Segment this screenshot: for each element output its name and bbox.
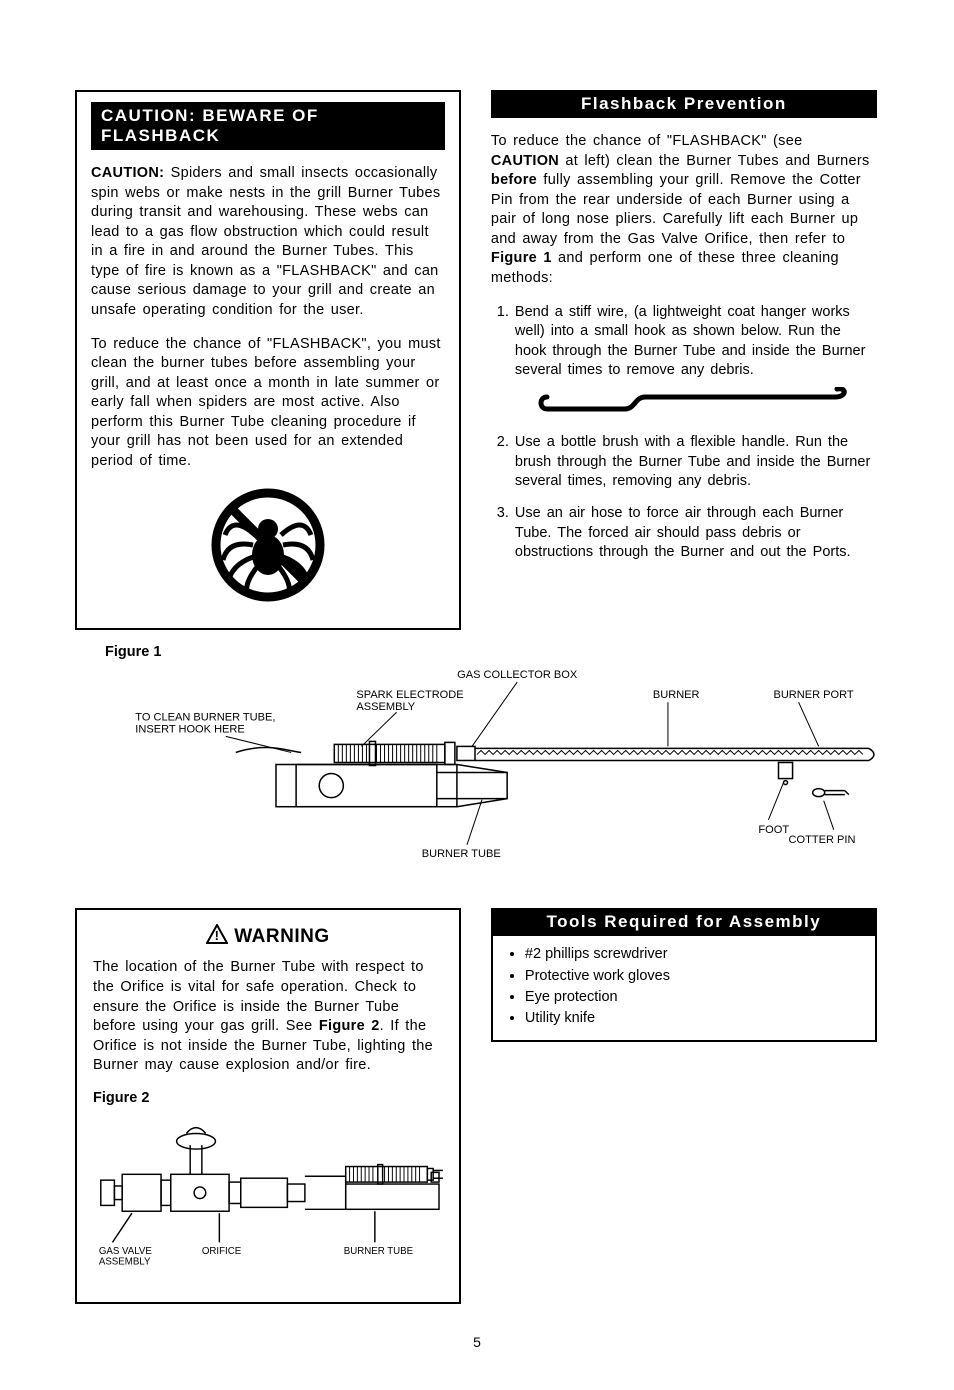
label-burner-tube-2: BURNER TUBE (344, 1246, 414, 1257)
label-spark-electrode-1: SPARK ELECTRODE (356, 690, 463, 702)
label-to-clean-2: INSERT HOOK HERE (135, 724, 244, 736)
figure-2-label: Figure 2 (93, 1090, 443, 1106)
warning-triangle-icon: ! (206, 924, 228, 950)
caution-p1-rest: Spiders and small insects occasionally s… (91, 165, 440, 318)
prevention-header: Flashback Prevention (491, 90, 877, 118)
label-cotter-pin: COTTER PIN (789, 834, 856, 846)
label-orifice: ORIFICE (202, 1246, 242, 1257)
manual-page: CAUTION: BEWARE OF FLASHBACK CAUTION: Sp… (0, 0, 954, 1390)
label-gas-valve-2: ASSEMBLY (99, 1257, 151, 1268)
label-gas-valve-1: GAS VALVE (99, 1246, 153, 1257)
warning-box: ! WARNING The location of the Burner Tub… (75, 908, 461, 1304)
tool-item: Utility knife (525, 1008, 875, 1028)
figure-2: GAS VALVE ASSEMBLY ORIFICE BURNER TUBE (93, 1110, 443, 1286)
label-foot: FOOT (758, 824, 789, 836)
wire-hook-illustration (535, 387, 877, 422)
caution-paragraph-2: To reduce the chance of "FLASHBACK", you… (91, 335, 445, 472)
label-burner-port: BURNER PORT (773, 690, 853, 702)
tools-column: Tools Required for Assembly #2 phillips … (491, 908, 877, 1041)
label-spark-electrode-2: ASSEMBLY (356, 702, 415, 714)
no-spider-icon (91, 485, 445, 610)
method-2: Use a bottle brush with a flexible handl… (515, 433, 877, 492)
caution-column: CAUTION: BEWARE OF FLASHBACK CAUTION: Sp… (75, 90, 461, 630)
label-to-clean-1: TO CLEAN BURNER TUBE, (135, 712, 275, 724)
label-burner-tube: BURNER TUBE (422, 848, 501, 860)
method-3: Use an air hose to force air through eac… (515, 504, 877, 563)
figure-1-label: Figure 1 (105, 644, 879, 660)
top-columns: CAUTION: BEWARE OF FLASHBACK CAUTION: Sp… (75, 90, 879, 630)
tools-list: #2 phillips screwdriver Protective work … (493, 944, 875, 1028)
cleaning-methods-list: Bend a stiff wire, (a lightweight coat h… (491, 303, 877, 563)
tool-item: #2 phillips screwdriver (525, 944, 875, 964)
tools-box: Tools Required for Assembly #2 phillips … (491, 908, 877, 1041)
caution-box: CAUTION: BEWARE OF FLASHBACK CAUTION: Sp… (75, 90, 461, 630)
method-1: Bend a stiff wire, (a lightweight coat h… (515, 303, 877, 422)
tools-header: Tools Required for Assembly (491, 908, 877, 936)
caution-header: CAUTION: BEWARE OF FLASHBACK (91, 102, 445, 150)
bottom-row: ! WARNING The location of the Burner Tub… (75, 908, 879, 1304)
tool-item: Protective work gloves (525, 966, 875, 986)
svg-text:!: ! (215, 928, 220, 943)
caution-lead: CAUTION: (91, 165, 164, 181)
caution-paragraph-1: CAUTION: Spiders and small insects occas… (91, 164, 445, 321)
prevention-paragraph: To reduce the chance of "FLASHBACK" (see… (491, 132, 877, 289)
tool-item: Eye protection (525, 987, 875, 1007)
label-burner: BURNER (653, 690, 700, 702)
warning-text: The location of the Burner Tube with res… (93, 958, 443, 1075)
warning-title: ! WARNING (93, 924, 443, 950)
label-gas-collector-box: GAS COLLECTOR BOX (457, 670, 578, 682)
page-number: 5 (75, 1334, 879, 1350)
warning-column: ! WARNING The location of the Burner Tub… (75, 908, 461, 1304)
figure-1: GAS COLLECTOR BOX SPARK ELECTRODE ASSEMB… (75, 664, 879, 880)
prevention-column: Flashback Prevention To reduce the chanc… (491, 90, 877, 630)
